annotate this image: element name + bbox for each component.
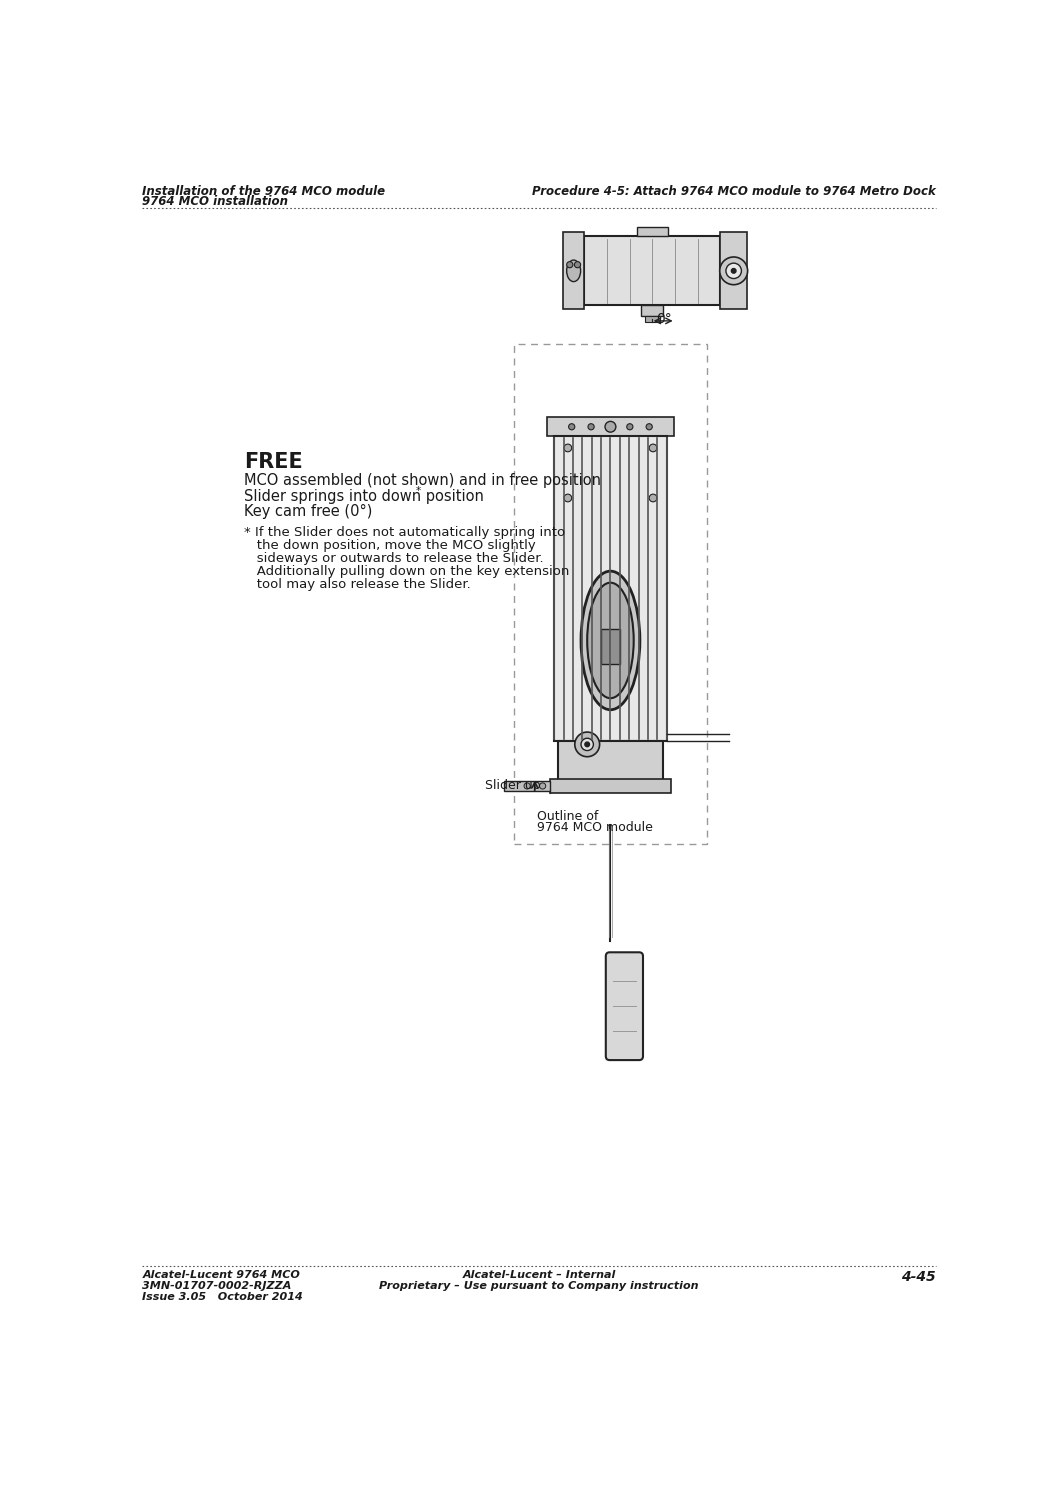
Ellipse shape (587, 583, 633, 699)
Bar (554, 436, 667, 741)
FancyBboxPatch shape (606, 952, 643, 1060)
Bar (504, 781, 550, 791)
Circle shape (627, 424, 633, 430)
Bar (721, 232, 747, 309)
Text: Procedure 4-5: Attach 9764 MCO module to 9764 Metro Dock: Procedure 4-5: Attach 9764 MCO module to… (532, 184, 936, 198)
Text: Slider up: Slider up (485, 779, 540, 791)
Circle shape (574, 262, 581, 268)
Bar (636, 228, 668, 236)
Bar (563, 232, 585, 309)
Circle shape (731, 269, 736, 274)
Circle shape (568, 424, 574, 430)
Bar (642, 305, 663, 317)
Circle shape (564, 445, 571, 452)
Text: Outline of: Outline of (537, 810, 599, 822)
Text: 9764 MCO installation: 9764 MCO installation (142, 195, 288, 208)
Bar (546, 418, 674, 436)
Text: Slider springs into down position: Slider springs into down position (244, 489, 484, 504)
Bar (585, 236, 721, 305)
Circle shape (581, 738, 593, 751)
Bar (601, 629, 620, 663)
Circle shape (540, 782, 546, 790)
Text: Issue 3.05   October 2014: Issue 3.05 October 2014 (142, 1292, 303, 1301)
Circle shape (720, 257, 748, 284)
Circle shape (588, 424, 594, 430)
Bar (559, 741, 663, 787)
Circle shape (726, 263, 742, 278)
Text: * If the Slider does not automatically spring into: * If the Slider does not automatically s… (244, 526, 565, 538)
Text: 0°: 0° (656, 312, 672, 326)
Text: MCO assembled (not shown) and in free position: MCO assembled (not shown) and in free po… (244, 473, 601, 488)
Text: the down position, move the MCO slightly: the down position, move the MCO slightly (244, 538, 535, 552)
Circle shape (646, 424, 652, 430)
Text: Alcatel-Lucent 9764 MCO: Alcatel-Lucent 9764 MCO (142, 1270, 300, 1280)
Text: 9764 MCO module: 9764 MCO module (537, 821, 652, 834)
Text: FREE: FREE (244, 452, 303, 471)
Circle shape (564, 494, 571, 501)
Circle shape (649, 494, 656, 501)
Text: Key cam free (0°): Key cam free (0°) (244, 504, 372, 519)
Circle shape (649, 445, 656, 452)
Text: sideways or outwards to release the Slider.: sideways or outwards to release the Slid… (244, 552, 544, 565)
Bar (645, 317, 660, 323)
Circle shape (567, 262, 573, 268)
Text: Installation of the 9764 MCO module: Installation of the 9764 MCO module (142, 184, 385, 198)
Ellipse shape (581, 571, 640, 709)
Text: Proprietary – Use pursuant to Company instruction: Proprietary – Use pursuant to Company in… (380, 1282, 699, 1291)
Bar (550, 779, 670, 793)
Text: tool may also release the Slider.: tool may also release the Slider. (244, 578, 470, 590)
Bar (513, 343, 707, 845)
Circle shape (524, 782, 530, 790)
Text: Additionally pulling down on the key extension: Additionally pulling down on the key ext… (244, 565, 569, 578)
Text: 4-45: 4-45 (902, 1270, 936, 1285)
Circle shape (574, 732, 600, 757)
Circle shape (585, 742, 589, 746)
Circle shape (605, 421, 615, 433)
Text: Alcatel-Lucent – Internal: Alcatel-Lucent – Internal (463, 1270, 615, 1280)
Text: 3MN-01707-0002-RJZZA: 3MN-01707-0002-RJZZA (142, 1282, 291, 1291)
Ellipse shape (567, 260, 581, 281)
Text: *: * (416, 486, 421, 495)
